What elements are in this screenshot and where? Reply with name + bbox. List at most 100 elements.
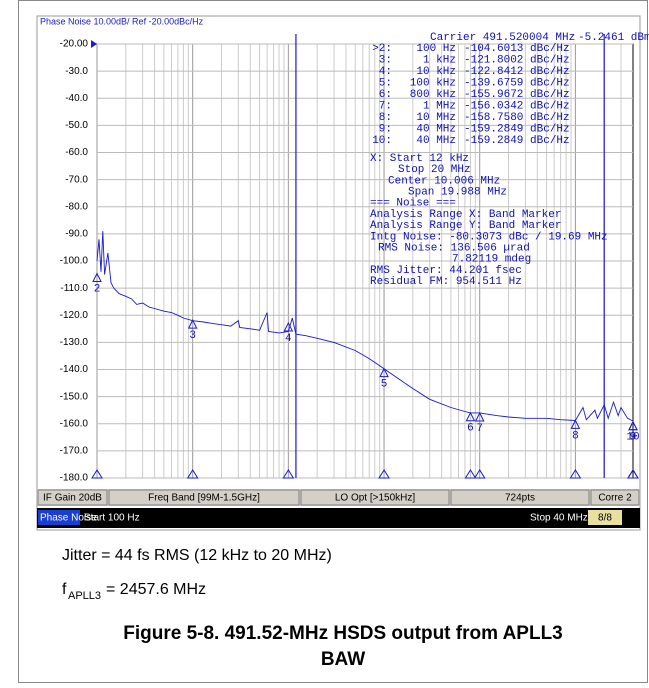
status-item: LO Opt [>150kHz] bbox=[335, 493, 416, 504]
marker-freq: 40 MHz bbox=[416, 135, 456, 147]
marker-label: 9 bbox=[630, 432, 637, 444]
marker bbox=[474, 411, 485, 422]
marker-id: 7: bbox=[379, 100, 392, 112]
marker-freq: 100 kHz bbox=[410, 77, 456, 89]
jitter: Jitter = 44 fs RMS (12 kHz to 20 MHz) bbox=[62, 547, 332, 564]
marker bbox=[92, 272, 102, 282]
marker-level: -158.7580 dBc/Hz bbox=[464, 112, 570, 124]
marker-id: 8: bbox=[379, 112, 392, 124]
marker-level: -159.2849 dBc/Hz bbox=[464, 135, 570, 147]
marker-level: -139.6759 dBc/Hz bbox=[464, 77, 570, 89]
y-tick-label: -150.0 bbox=[60, 391, 89, 402]
marker-freq: 1 kHz bbox=[423, 54, 456, 66]
status-item: Freq Band [99M-1.5GHz] bbox=[148, 493, 260, 504]
info-line: Span 19.988 MHz bbox=[408, 187, 507, 199]
marker-id: 10: bbox=[372, 135, 392, 147]
y-tick-label: -60.0 bbox=[65, 147, 88, 158]
marker bbox=[465, 411, 476, 422]
marker-level: -104.6013 dBc/Hz bbox=[464, 43, 570, 55]
status-cell bbox=[108, 489, 300, 506]
carrier: Carrier 491.520004 MHz bbox=[430, 32, 575, 44]
info-line: Analysis Range X: Band Marker bbox=[370, 209, 561, 221]
info-line: Analysis Range Y: Band Marker bbox=[370, 220, 561, 232]
axis-marker bbox=[186, 469, 199, 479]
marker-label: 7 bbox=[476, 423, 483, 435]
marker-id: 9: bbox=[379, 123, 392, 135]
y-tick-label: -50.0 bbox=[65, 120, 88, 131]
y-tick-label: -110.0 bbox=[60, 283, 88, 294]
info-line: Stop 20 MHz bbox=[398, 164, 471, 176]
figure-caption: BAW bbox=[321, 649, 365, 670]
page-box bbox=[588, 510, 622, 525]
marker bbox=[570, 419, 581, 429]
marker bbox=[187, 319, 198, 329]
y-tick-label: -170.0 bbox=[60, 446, 89, 457]
plot bbox=[96, 43, 634, 479]
marker-label: 10 bbox=[626, 432, 639, 444]
y-tick-label: -130.0 bbox=[60, 337, 89, 348]
marker-id: 3: bbox=[379, 54, 392, 66]
marker-label: 6 bbox=[467, 423, 474, 435]
y-tick-label: -70.0 bbox=[65, 174, 88, 185]
marker-freq: 100 Hz bbox=[416, 43, 456, 55]
info-line: RMS Jitter: 44.201 fsec bbox=[370, 265, 522, 277]
marker-id: 4: bbox=[379, 66, 392, 78]
info-line: === Noise === bbox=[370, 198, 456, 210]
marker-freq: 800 kHz bbox=[410, 89, 456, 101]
y-tick-label: -160.0 bbox=[60, 418, 89, 429]
f-value: = 2457.6 MHz bbox=[106, 581, 206, 598]
info-line: 7.82119 mdeg bbox=[452, 254, 531, 266]
status-cell bbox=[590, 489, 640, 506]
marker-freq: 40 MHz bbox=[416, 123, 456, 135]
mode: Phase Noise bbox=[40, 513, 97, 524]
info-line: Residual FM: 954.511 Hz bbox=[370, 276, 522, 288]
trace bbox=[96, 231, 634, 422]
reference-marker bbox=[91, 40, 97, 48]
marker-level: -121.8002 dBc/Hz bbox=[464, 54, 570, 66]
page: 8/8 bbox=[598, 513, 612, 524]
axis-marker bbox=[569, 469, 582, 479]
axis-marker bbox=[91, 469, 103, 479]
stop: Stop 40 MHz bbox=[530, 513, 588, 524]
y-tick-label: -120.0 bbox=[60, 310, 89, 321]
info-line: X: Start 12 kHz bbox=[370, 153, 469, 165]
y-tick-label: -100.0 bbox=[60, 256, 89, 267]
marker-level: -155.9672 dBc/Hz bbox=[464, 89, 570, 101]
marker-label: 5 bbox=[381, 379, 388, 391]
marker-label: 4 bbox=[285, 333, 292, 345]
status-cell bbox=[450, 489, 590, 506]
axis-marker bbox=[378, 469, 390, 479]
info-line: Intg Noise: -80.3073 dBc / 19.69 MHz bbox=[370, 231, 608, 243]
axis-marker bbox=[473, 469, 486, 479]
marker-id: 5: bbox=[379, 77, 392, 89]
marker-label: 3 bbox=[189, 330, 196, 342]
y-tick-label: -90.0 bbox=[65, 229, 88, 240]
info-line: Center 10.006 MHz bbox=[388, 175, 500, 187]
power: -5.2461 dBm bbox=[578, 32, 649, 44]
y-tick-label: -140.0 bbox=[60, 364, 89, 375]
axis-marker bbox=[464, 469, 477, 479]
marker-id: >2: bbox=[372, 43, 392, 55]
marker-level: -156.0342 dBc/Hz bbox=[464, 100, 570, 112]
marker-freq: 10 MHz bbox=[416, 112, 456, 124]
status-cell bbox=[300, 489, 450, 506]
f-subscript: APLL3 bbox=[68, 590, 101, 602]
y-tick-label: -30.0 bbox=[65, 66, 88, 77]
axis-marker bbox=[282, 469, 295, 479]
f-symbol: f bbox=[62, 581, 67, 598]
marker bbox=[628, 420, 638, 431]
mode-highlight bbox=[38, 510, 80, 525]
marker-level: -159.2849 dBc/Hz bbox=[464, 123, 570, 135]
marker-freq: 10 kHz bbox=[416, 66, 456, 78]
y-tick-label: -20.00 bbox=[60, 39, 89, 50]
marker-level: -122.8412 dBc/Hz bbox=[464, 66, 570, 78]
marker bbox=[283, 321, 294, 332]
marker-label: 2 bbox=[94, 283, 101, 295]
footer-bar bbox=[37, 508, 640, 528]
marker-label: 8 bbox=[572, 430, 579, 442]
chart-title: Phase Noise 10.00dB/ Ref -20.00dBc/Hz bbox=[40, 16, 204, 26]
y-tick-label: -40.0 bbox=[65, 93, 88, 104]
start: Start 100 Hz bbox=[84, 513, 140, 524]
status-item: Corre 2 bbox=[598, 493, 632, 504]
axis-marker bbox=[627, 469, 639, 479]
